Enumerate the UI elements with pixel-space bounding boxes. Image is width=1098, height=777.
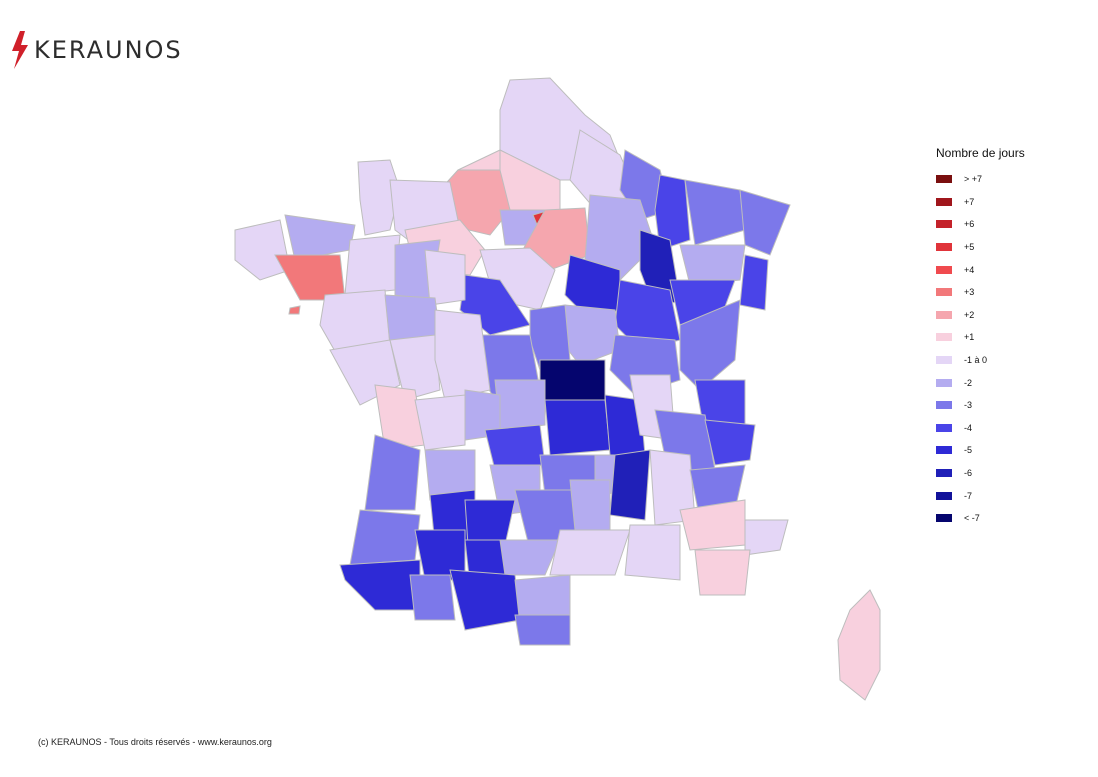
region-corsica [837,589,881,701]
region-pyrenees-orientales [514,614,571,646]
legend-label: -7 [964,490,973,501]
legend-swatch [936,288,952,297]
legend-label: +7 [964,196,975,207]
legend-swatch [936,243,952,252]
legend-swatch [936,423,952,432]
legend-swatch [936,514,952,523]
legend-item: -4 [936,417,1025,440]
legend-label: +1 [964,332,975,343]
region-correze [484,424,546,471]
copyright-footer: (c) KERAUNOS - Tous droits réservés - ww… [38,737,272,747]
legend-item: +6 [936,213,1025,236]
legend-item: -2 [936,371,1025,394]
legend-swatch [936,220,952,229]
region-gironde [364,434,421,511]
legend-swatch [936,401,952,410]
legend: Nombre de jours > +7 +7 +6 +5 +4 +3 +2 +1 -1 à 0… [936,146,1025,530]
france-map [234,77,881,701]
keraunos-logo: KERAUNOS [10,30,183,70]
region-landes [349,509,421,566]
region-allier [539,359,606,406]
legend-label: +4 [964,264,975,275]
legend-item: -7 [936,484,1025,507]
legend-label: +6 [964,219,975,230]
legend-swatch [936,333,952,342]
legend-item: > +7 [936,168,1025,191]
legend-swatch [936,446,952,455]
region-belle-ile [288,305,301,315]
legend-swatch [936,265,952,274]
region-puy-dome [544,399,611,456]
legend-swatch [936,356,952,365]
region-herault [499,539,561,576]
region-savoie [704,419,756,466]
legend-title: Nombre de jours [936,146,1025,160]
region-aube [584,194,656,281]
lightning-bolt-icon [12,31,28,69]
region-moselle [684,179,746,246]
region-haut-rhin [739,254,769,311]
region-finistere [234,219,291,281]
legend-item: +1 [936,326,1025,349]
legend-item: +5 [936,236,1025,259]
region-pyrenees-atlantiques [339,559,421,611]
legend-item: +7 [936,191,1025,214]
region-doubs-jura [679,299,741,391]
region-gard [549,529,631,576]
legend-item: -3 [936,394,1025,417]
legend-label: -1 à 0 [964,355,988,366]
legend-item: +4 [936,258,1025,281]
legend-label: -4 [964,422,973,433]
legend-items: > +7 +7 +6 +5 +4 +3 +2 +1 -1 à 0 -2 -3 -4 -5 -6 -7 < -7 [936,168,1025,530]
legend-item: -5 [936,439,1025,462]
legend-swatch [936,378,952,387]
region-hautes-pyrenees [409,574,456,621]
legend-label: > +7 [964,174,983,185]
region-bas-rhin [739,189,791,256]
legend-label: < -7 [964,513,980,524]
region-alpes-maritimes [744,519,789,556]
legend-label: -5 [964,445,973,456]
legend-swatch [936,197,952,206]
region-lozere [569,479,611,531]
region-morbihan [274,254,346,301]
legend-item: < -7 [936,507,1025,530]
region-vosges [679,244,746,286]
region-cotes-armor [284,214,356,261]
region-ille-vilaine [344,234,401,296]
region-tarn-garonne [464,499,516,546]
legend-label: +5 [964,242,975,253]
legend-label: +2 [964,309,975,320]
region-creuse [494,379,546,431]
region-haute-garonne [449,569,521,631]
region-manche [357,159,401,236]
region-charente [414,394,466,451]
legend-item: +3 [936,281,1025,304]
legend-label: -6 [964,468,973,479]
region-var [694,549,751,596]
brand-name: KERAUNOS [34,36,183,64]
legend-label: +3 [964,287,975,298]
region-sarthe [424,249,466,306]
legend-label: -2 [964,377,973,388]
legend-swatch [936,310,952,319]
legend-item: +2 [936,304,1025,327]
region-deux-sevres [389,334,441,401]
legend-item: -6 [936,462,1025,485]
legend-item: -1 à 0 [936,349,1025,372]
legend-swatch [936,175,952,184]
region-ardeche [609,449,651,521]
legend-swatch [936,491,952,500]
legend-label: -3 [964,400,973,411]
region-vaucluse [624,524,681,581]
region-meuse [654,174,691,251]
legend-swatch [936,469,952,478]
